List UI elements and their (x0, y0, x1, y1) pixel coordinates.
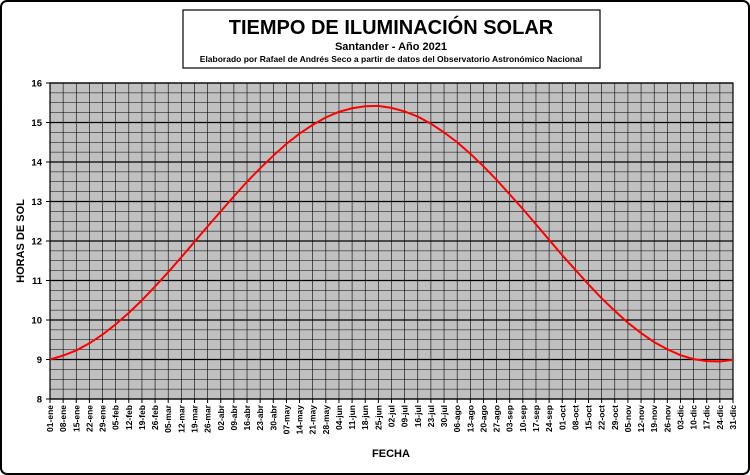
x-tick-label: 05-feb (111, 405, 121, 430)
x-tick-label: 28-may (321, 405, 331, 435)
x-tick-label: 16-jul (413, 405, 423, 427)
x-tick-label: 21-may (308, 405, 318, 435)
x-tick-label: 10-dic (689, 405, 699, 430)
y-tick-label: 16 (31, 79, 42, 90)
x-tick-label: 16-abr (242, 404, 252, 430)
x-tick-label: 26-mar (203, 404, 213, 433)
x-tick-label: 23-abr (255, 404, 265, 430)
x-tick-label: 15-oct (584, 405, 594, 430)
x-tick-label: 13-ago (465, 405, 475, 432)
x-tick-label: 26-feb (150, 405, 160, 430)
x-tick-label: 14-may (295, 405, 305, 435)
x-tick-label: 12-mar (176, 404, 186, 433)
y-tick-label: 12 (31, 237, 42, 248)
x-tick-label: 20-ago (478, 405, 488, 432)
x-tick-label: 05-mar (163, 404, 173, 433)
x-tick-label: 31-dic (728, 405, 738, 430)
x-tick-label: 26-nov (662, 405, 672, 433)
y-axis-label: HORAS DE SOL (15, 199, 27, 283)
y-tick-label: 10 (31, 316, 42, 327)
x-tick-label: 02-jul (387, 405, 397, 427)
x-tick-label: 19-mar (189, 404, 199, 433)
x-tick-label: 08-ene (58, 405, 68, 432)
x-tick-label: 22-oct (597, 405, 607, 430)
x-tick-label: 11-jun (347, 405, 357, 430)
x-tick-label: 09-jul (400, 405, 410, 427)
x-tick-label: 19-nov (649, 405, 659, 433)
chart-credit: Elaborado por Rafael de Andrés Seco a pa… (200, 54, 582, 64)
x-tick-label: 29-oct (610, 405, 620, 430)
x-tick-label: 25-jun (373, 405, 383, 430)
y-tick-label: 11 (32, 276, 43, 287)
x-tick-label: 05-nov (623, 405, 633, 433)
y-tick-label: 8 (37, 395, 42, 406)
x-tick-label: 17-dic (702, 405, 712, 430)
x-axis-label: FECHA (372, 448, 410, 460)
chart-subtitle: Santander - Año 2021 (335, 41, 447, 53)
x-tick-label: 24-dic (715, 405, 725, 430)
y-tick-label: 13 (31, 197, 42, 208)
x-tick-label: 07-may (281, 405, 291, 435)
series-line (49, 104, 734, 363)
x-tick-label: 23-jul (426, 405, 436, 427)
x-tick-label: 17-sep (531, 405, 541, 432)
y-tick-label: 9 (37, 355, 42, 366)
x-tick-label: 04-jun (334, 405, 344, 430)
x-tick-label: 02-abr (216, 404, 226, 430)
x-tick-label: 01-ene (45, 405, 55, 432)
x-tick-label: 29-ene (98, 405, 108, 432)
x-tick-label: 03-sep (505, 405, 515, 432)
x-tick-label: 12-nov (636, 405, 646, 433)
x-tick-label: 01-oct (557, 405, 567, 430)
x-tick-label: 19-feb (137, 405, 147, 430)
x-tick-label: 18-jun (360, 405, 370, 430)
x-tick-label: 30-abr (268, 404, 278, 430)
x-tick-label: 15-ene (71, 405, 81, 432)
x-tick-label: 06-ago (452, 405, 462, 432)
x-tick-label: 03-dic (675, 405, 685, 430)
y-tick-label: 14 (31, 158, 42, 169)
x-tick-label: 12-feb (124, 405, 134, 430)
x-tick-label: 10-sep (518, 405, 528, 432)
x-tick-label: 09-abr (229, 404, 239, 430)
x-tick-label: 27-ago (492, 405, 502, 432)
y-tick-label: 15 (31, 118, 42, 129)
chart-title: TIEMPO DE ILUMINACIÓN SOLAR (229, 15, 554, 39)
x-tick-label: 22-ene (84, 405, 94, 432)
x-tick-label: 24-sep (544, 405, 554, 432)
x-tick-label: 30-jul (439, 405, 449, 427)
x-tick-label: 08-oct (570, 405, 580, 430)
title-box (182, 9, 601, 69)
